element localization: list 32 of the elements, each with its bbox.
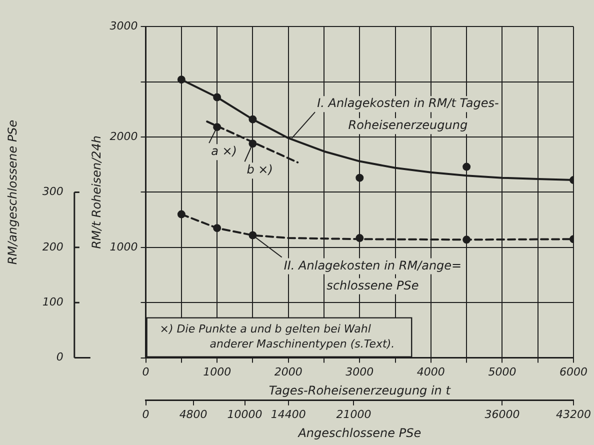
x-tick-label: 2000 [274, 365, 302, 378]
y2-tick-label: 300 [42, 185, 64, 198]
x-tick-label: 5000 [488, 365, 516, 378]
y-tick-label: 2000 [110, 130, 138, 143]
x2-tick-label: 43200 [556, 408, 592, 421]
x-axis-title: Tages-Roheisenerzeugung in t [268, 383, 452, 398]
annotation: ×) Die Punkte a und b gelten bei Wahl anderer Maschinentypen (s.Text). [160, 322, 395, 351]
x-tick-label: 6000 [560, 365, 588, 378]
y-tick-label: 1000 [110, 240, 138, 254]
x2-tick-label: 10000 [227, 408, 262, 421]
annotation: I. Anlagekosten in RM/t Tages- Roheisenerzeugung [317, 96, 499, 132]
y2-axis-title: RM/angeschlossene PSe [5, 120, 20, 265]
x2-tick-label: 14400 [270, 408, 306, 421]
y2-tick-label: 100 [42, 295, 64, 308]
annotation: a ×) [211, 144, 237, 158]
x-tick-label: 3000 [346, 365, 374, 378]
x-tick-label: 1000 [203, 365, 232, 378]
point [462, 162, 471, 171]
x2-tick-label: 4800 [179, 408, 208, 421]
x2-tick-label: 36000 [484, 408, 520, 421]
point [356, 174, 364, 182]
y2-tick-label: 200 [42, 240, 64, 254]
annotation: b ×) [246, 162, 273, 177]
annotation: II. Anlagekosten in RM/ange= schlossene PSe [284, 258, 462, 292]
x-tick-label: 4000 [416, 365, 445, 378]
x-tick-label: 0 [142, 365, 150, 378]
y2-tick-label: 0 [56, 350, 64, 364]
x2-tick-label: 0 [142, 408, 150, 421]
x2-axis-title: Angeschlossene PSe [297, 426, 422, 440]
y-axis-title: RM/t Roheisen/24h [90, 135, 104, 249]
y-tick-label: 3000 [110, 19, 138, 32]
x2-tick-label: 21000 [336, 408, 372, 421]
